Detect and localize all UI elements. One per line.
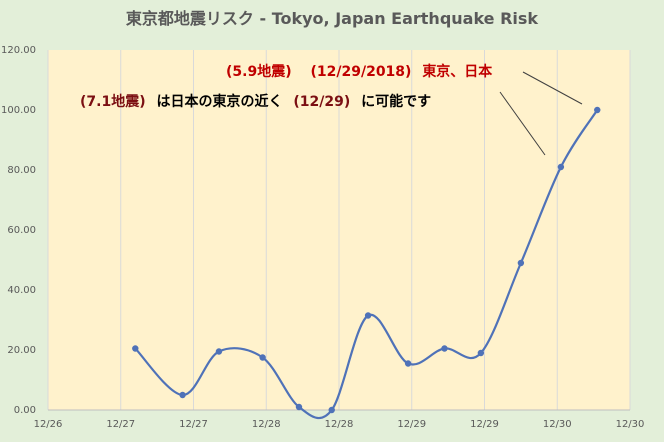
data-point [477, 349, 485, 357]
y-tick-label: 0.00 [14, 405, 36, 416]
chart-title: 東京都地震リスク - Tokyo, Japan Earthquake Risk [126, 9, 538, 28]
data-point [179, 391, 186, 399]
x-tick-label: 12/27 [179, 419, 208, 430]
data-point [215, 348, 223, 355]
data-point [557, 163, 565, 171]
y-tick-label: 40.00 [7, 285, 36, 296]
annotation-magnitude-71: (7.1地震) [80, 93, 146, 110]
x-tick-label: 12/27 [106, 419, 135, 430]
data-point [594, 106, 601, 114]
callout-line-2 [499, 91, 546, 156]
x-tick-label: 12/30 [616, 419, 645, 430]
y-tick-label: 80.00 [7, 165, 36, 176]
annotation-line-1: (5.9地震) (12/29/2018) 東京、日本 [226, 63, 493, 80]
x-axis-ticks: 12/26 12/27 12/27 12/28 12/28 12/29 12/29 12/30… [34, 419, 645, 430]
x-tick-label: 12/28 [325, 419, 354, 430]
data-point [328, 406, 335, 414]
annotation-location: 東京、日本 [422, 63, 493, 80]
data-point [132, 345, 139, 352]
y-tick-label: 120.00 [1, 45, 36, 56]
x-tick-label: 12/29 [470, 419, 499, 430]
data-point [259, 354, 266, 361]
annotation-magnitude-59: (5.9地震) [226, 63, 292, 80]
x-tick-label: 12/28 [252, 419, 281, 430]
y-tick-label: 100.00 [1, 105, 36, 116]
annotation-possible: に可能です [361, 93, 431, 110]
x-tick-label: 12/30 [543, 419, 572, 430]
x-tick-label: 12/29 [397, 419, 426, 430]
data-point [364, 312, 372, 319]
data-point [517, 259, 525, 267]
y-tick-label: 20.00 [7, 345, 36, 356]
annotation-near-tokyo: は日本の東京の近く [156, 93, 282, 110]
data-point [295, 403, 303, 411]
y-tick-label: 60.00 [7, 225, 36, 236]
data-point [404, 360, 412, 367]
y-axis-ticks: 0.00 20.00 40.00 60.00 80.00 100.00 120.00 [1, 45, 36, 416]
data-point [441, 345, 448, 352]
annotation-date-1229: (12/29) [293, 94, 350, 110]
annotation-line-2: (7.1地震) は日本の東京の近く (12/29) に可能です [80, 93, 431, 110]
annotation-date-2018: (12/29/2018) [310, 64, 411, 80]
callout-line-1 [522, 71, 583, 105]
x-tick-label: 12/26 [34, 419, 63, 430]
data-points [132, 106, 601, 414]
